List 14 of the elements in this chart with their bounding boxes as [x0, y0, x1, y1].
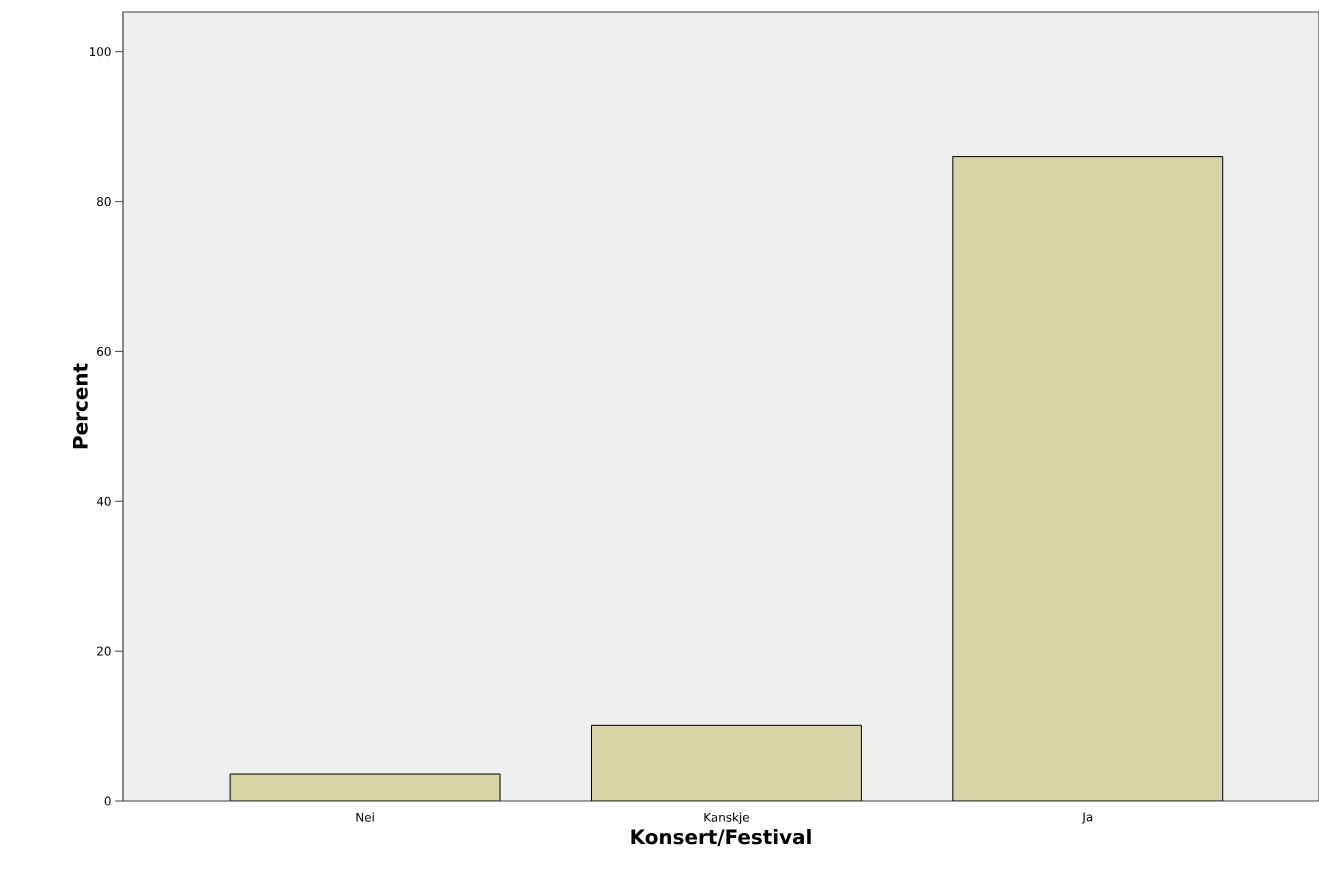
x-tick-label: Kanskje — [704, 812, 749, 825]
y-tick-label: 80 — [97, 197, 111, 207]
y-axis-title: Percent — [73, 363, 88, 449]
y-tick-label: 40 — [96, 496, 111, 506]
x-tick-label: Ja — [1081, 812, 1093, 824]
y-tick-label: 100 — [89, 47, 111, 57]
x-tick-label: Nei — [356, 812, 374, 822]
bar — [952, 156, 1224, 801]
bar — [590, 724, 862, 801]
y-tick-label: 0 — [104, 796, 111, 806]
x-axis-title: Konsert/Festival — [631, 828, 811, 846]
y-tick-label: 60 — [97, 346, 111, 356]
bar — [229, 773, 501, 801]
y-tick-label: 20 — [97, 646, 111, 656]
